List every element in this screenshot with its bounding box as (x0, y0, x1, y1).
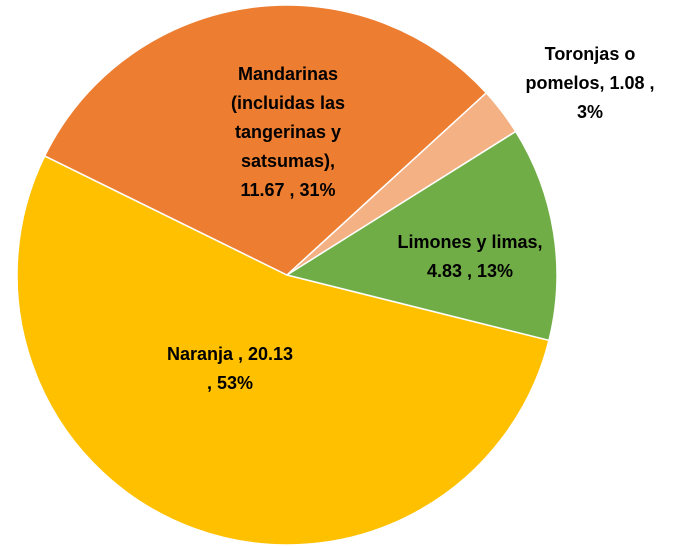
data-label: Naranja , 20.13, 53% (167, 344, 293, 393)
data-label: Limones y limas, 4.83 , 13% (397, 232, 542, 281)
data-label: Toronjas o pomelos, 1.08 , 3% (525, 44, 654, 122)
pie-slice (16, 154, 550, 546)
data-label: Mandarinas (incluidas las tangerinas y sats… (231, 64, 345, 200)
pie-slice (43, 4, 488, 276)
pie-slice (285, 130, 558, 342)
